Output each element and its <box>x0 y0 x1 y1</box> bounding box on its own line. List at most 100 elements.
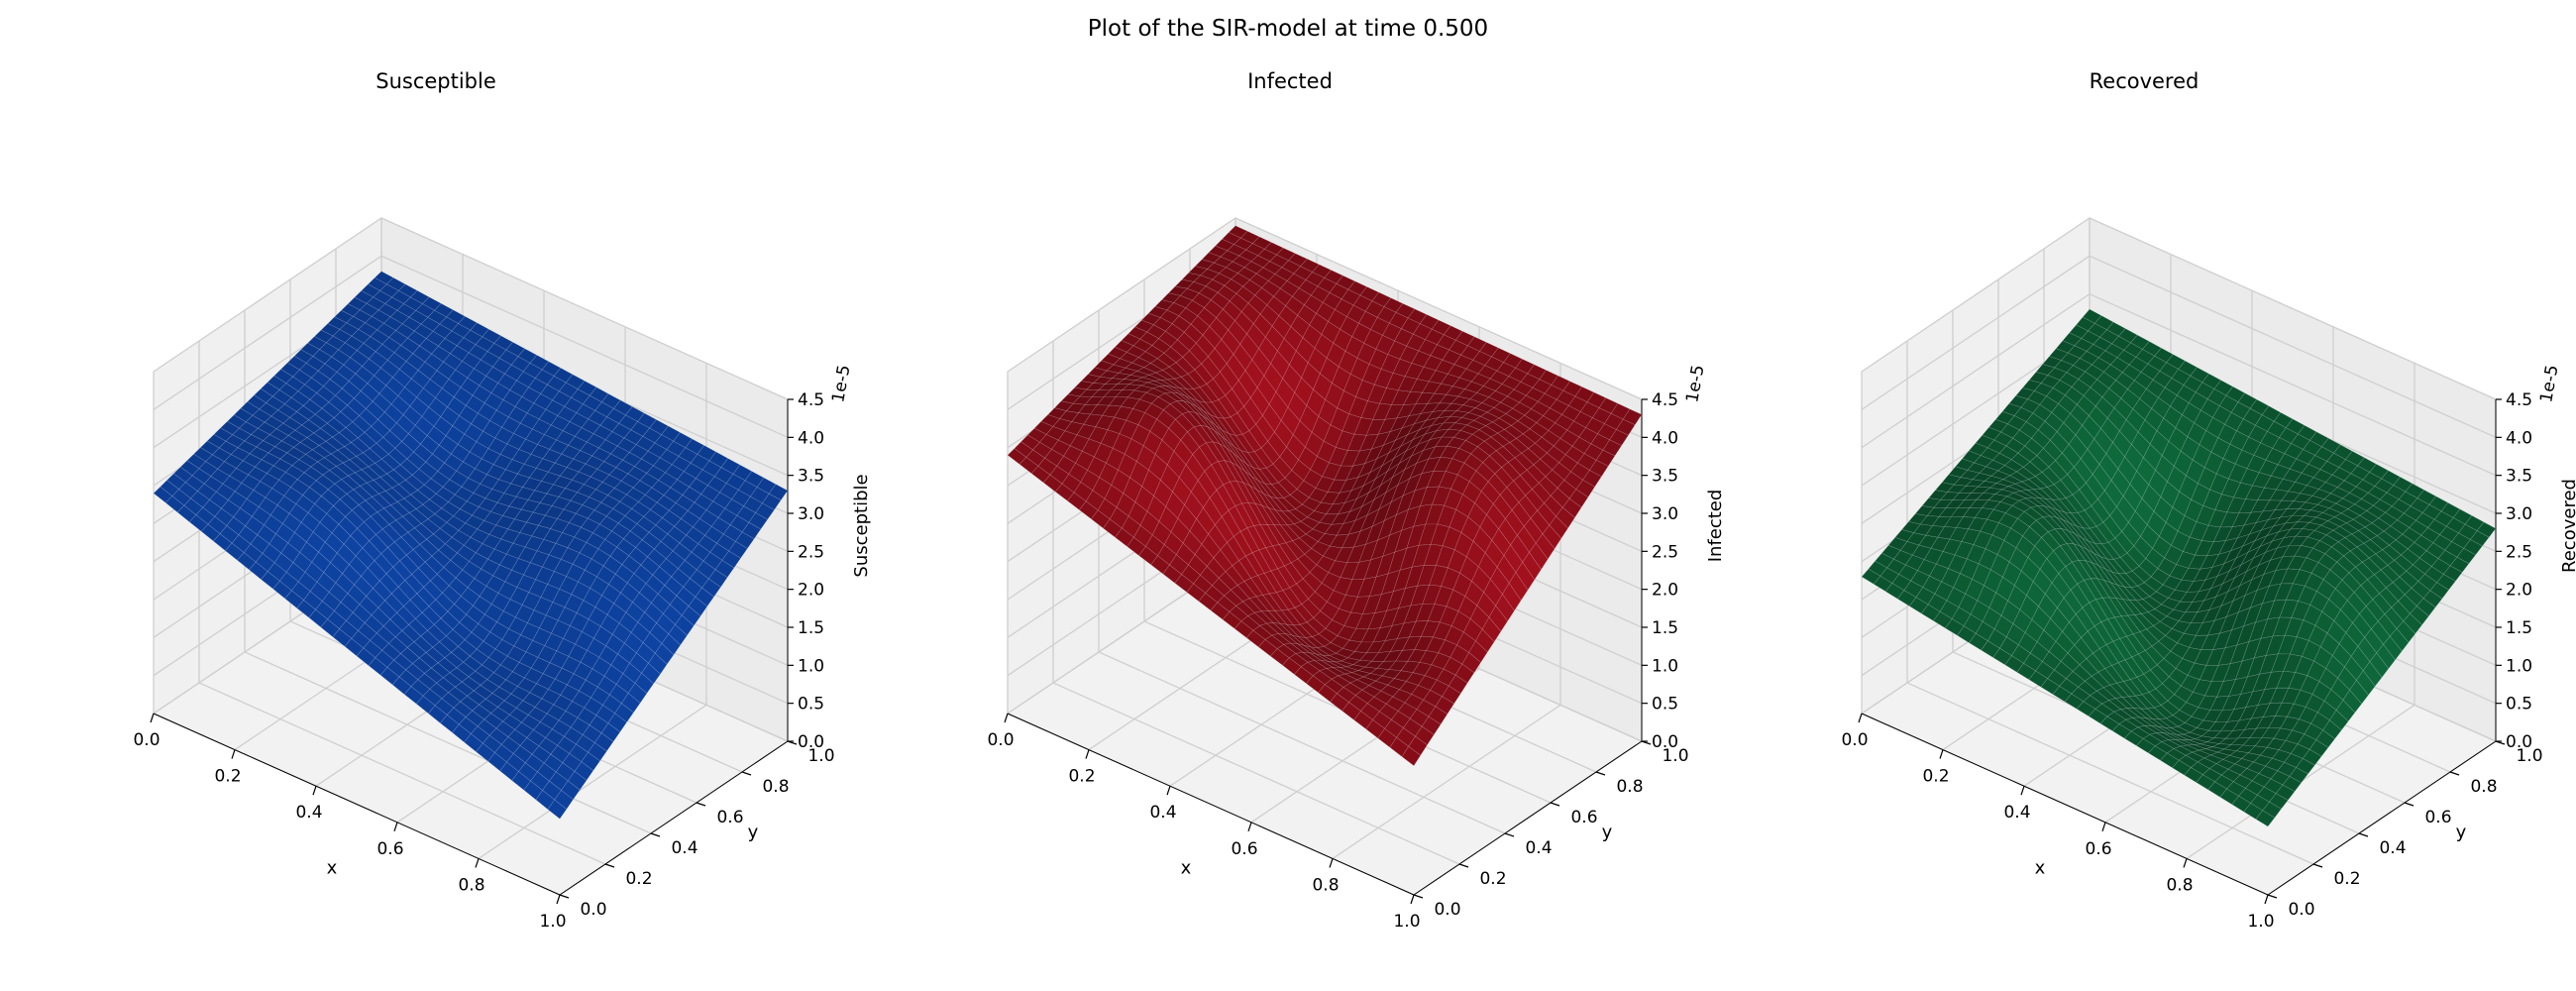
grid-line-z <box>1007 217 1643 400</box>
surface-cell <box>581 751 601 772</box>
surface-cell <box>714 559 735 579</box>
y-tick-label: 0.2 <box>2333 869 2360 889</box>
panel-title: Infected <box>1247 69 1333 93</box>
x-tick-label: 0.2 <box>214 767 241 787</box>
surface-cell <box>721 550 742 569</box>
z-tick-label: 2.0 <box>2506 581 2532 601</box>
z-tick-label: 3.0 <box>2506 504 2532 524</box>
surface-susceptible <box>153 271 789 820</box>
y-tick-label: 0.0 <box>580 900 606 920</box>
surface-cell <box>1408 735 1428 756</box>
z-tick-label: 1.5 <box>798 618 824 638</box>
panel-infected: 0.00.20.40.60.81.00.00.20.40.60.81.00.00… <box>987 69 1726 932</box>
z-tick-label: 1.5 <box>2506 618 2532 638</box>
surface-cell <box>588 742 607 762</box>
y-tick-label: 0.4 <box>671 838 698 858</box>
y-tick-label: 0.0 <box>2288 900 2314 920</box>
y-tick-label: 1.0 <box>1662 746 1688 766</box>
y-tick-label: 0.2 <box>625 869 652 889</box>
surface-cell <box>741 521 762 540</box>
surface-cell <box>1421 716 1442 735</box>
surface-cell <box>728 541 748 559</box>
figure-suptitle: Plot of the SIR-model at time 0.500 <box>1088 16 1488 42</box>
y-tick-label: 1.0 <box>807 746 834 766</box>
surface-cell <box>1568 489 1589 508</box>
x-tick-mark <box>312 786 317 796</box>
z-tick-label: 3.5 <box>798 467 824 487</box>
z-axis-label: Recovered <box>2559 479 2576 573</box>
y-axis-label: y <box>2456 823 2467 843</box>
x-tick-mark <box>2101 822 2106 831</box>
x-tick-label: 0.4 <box>2003 803 2030 823</box>
surface-infected <box>1007 225 1643 767</box>
y-tick-mark <box>1458 863 1469 868</box>
surface-cell <box>695 587 715 607</box>
panel-susceptible: 0.00.20.40.60.81.00.00.20.40.60.81.00.00… <box>133 69 872 932</box>
x-tick-label: 0.0 <box>1841 730 1868 750</box>
surface-cell <box>1428 706 1449 725</box>
z-tick-label: 4.0 <box>2506 428 2532 448</box>
y-tick-label: 0.6 <box>1570 808 1597 827</box>
surface-cell <box>1481 616 1502 643</box>
surface-cell <box>1401 745 1422 767</box>
z-tick-label: 4.5 <box>798 390 824 410</box>
y-tick-label: 0.8 <box>762 777 789 797</box>
x-tick-mark <box>1939 749 1944 759</box>
z-tick-label: 2.5 <box>1652 542 1678 562</box>
z-tick-label: 0.5 <box>1652 695 1678 715</box>
x-axis-label: x <box>2035 858 2046 879</box>
z-tick-label: 3.5 <box>1652 467 1678 487</box>
z-tick-label: 0.0 <box>1652 732 1678 752</box>
x-tick-label: 0.6 <box>376 839 403 859</box>
y-tick-mark <box>2312 863 2323 868</box>
z-tick-label: 3.5 <box>2506 467 2532 487</box>
x-tick-label: 0.6 <box>1231 839 1257 859</box>
y-tick-label: 0.8 <box>2470 777 2497 797</box>
z-axis-label: Infected <box>1705 490 1726 563</box>
z-tick-label: 0.0 <box>798 732 824 752</box>
x-tick-label: 0.4 <box>1149 803 1176 823</box>
x-axis-label: x <box>327 858 338 879</box>
grid-line-z <box>1861 292 2497 477</box>
z-offset-text: 1e-5 <box>1682 364 1708 404</box>
x-tick-mark <box>2020 786 2025 796</box>
z-tick-label: 2.0 <box>1652 581 1678 601</box>
x-tick-label: 0.2 <box>1068 767 1095 787</box>
z-tick-label: 4.5 <box>1652 390 1678 410</box>
z-tick-label: 0.5 <box>798 695 824 715</box>
x-tick-mark <box>475 858 480 868</box>
y-tick-mark <box>2358 832 2369 837</box>
x-tick-mark <box>1085 749 1090 759</box>
x-tick-mark <box>1410 894 1415 905</box>
y-axis-line <box>559 740 789 896</box>
y-tick-mark <box>2267 894 2278 899</box>
y-tick-mark <box>1413 894 1424 899</box>
grid-line-z <box>1861 255 2497 438</box>
x-tick-mark <box>1858 713 1863 723</box>
x-tick-label: 0.2 <box>1922 767 1949 787</box>
y-axis-line <box>1413 740 1643 896</box>
surface-cell <box>688 596 708 617</box>
surface-cell <box>1535 533 1556 560</box>
x-tick-label: 0.8 <box>458 875 484 895</box>
x-axis-line <box>1007 713 1415 896</box>
y-tick-label: 0.2 <box>1479 869 1506 889</box>
y-tick-label: 0.8 <box>1616 777 1643 797</box>
z-tick-label: 1.5 <box>1652 618 1678 638</box>
x-tick-mark <box>1247 822 1252 831</box>
y-tick-mark <box>2404 802 2415 807</box>
x-tick-label: 0.0 <box>987 730 1014 750</box>
y-tick-mark <box>696 802 706 807</box>
z-tick-label: 0.0 <box>2506 732 2532 752</box>
x-tick-mark <box>393 822 398 831</box>
surface-cell <box>547 799 568 820</box>
y-tick-label: 0.6 <box>716 808 743 827</box>
grid-line-z <box>153 217 789 400</box>
x-tick-mark <box>1166 786 1171 796</box>
z-tick-label: 3.0 <box>1652 504 1678 524</box>
z-tick-label: 2.0 <box>798 581 824 601</box>
z-tick-label: 1.0 <box>798 656 824 676</box>
y-tick-label: 0.0 <box>1434 900 1460 920</box>
surface-cell <box>600 722 621 742</box>
y-tick-mark <box>741 771 752 776</box>
